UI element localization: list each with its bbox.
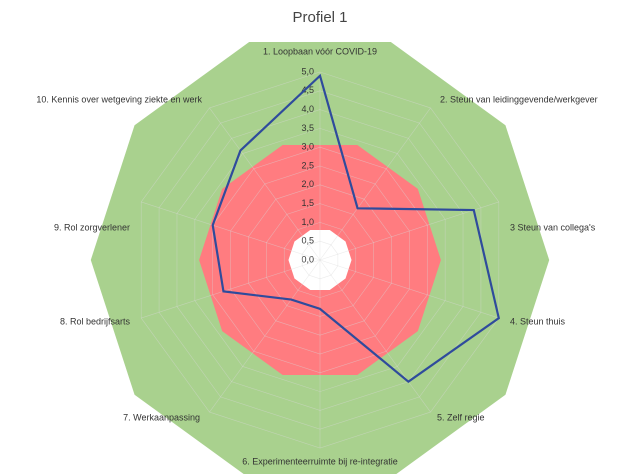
category-label: 2. Steun van leidinggevende/werkgever (440, 94, 598, 104)
y-tick-label: 3,5 (301, 123, 314, 133)
spoke (319, 201, 499, 261)
category-label: 5. Zelf regie (437, 412, 485, 422)
category-label: 4. Steun thuis (510, 316, 566, 326)
spoke (209, 259, 321, 413)
y-tick-label: 5,0 (301, 66, 314, 76)
y-tick-label: 4,5 (301, 85, 314, 95)
y-tick-label: 2,5 (301, 160, 314, 170)
category-label: 10. Kennis over wetgeving ziekte en werk (36, 94, 202, 104)
spoke (141, 201, 321, 261)
category-label: 1. Loopbaan vóór COVID-19 (263, 46, 377, 56)
y-tick-label: 1,0 (301, 217, 314, 227)
category-label: 7. Werkaanpassing (123, 412, 200, 422)
y-tick-label: 4,0 (301, 104, 314, 114)
series-line (211, 73, 501, 384)
chart-title: Profiel 1 (292, 9, 347, 26)
category-label: 8. Rol bedrijfsarts (60, 316, 131, 326)
spoke (209, 107, 321, 261)
y-tick-label: 1,5 (301, 198, 314, 208)
y-tick-label: 0,0 (301, 254, 314, 264)
y-tick-label: 2,0 (301, 179, 314, 189)
category-label: 3 Steun van collega's (510, 222, 596, 232)
spoke (141, 259, 321, 319)
spoke (319, 259, 499, 319)
category-label: 6. Experimenteerruimte bij re-integratie (242, 456, 398, 466)
spoke (319, 107, 431, 261)
spoke (319, 259, 431, 413)
y-tick-label: 0,5 (301, 236, 314, 246)
category-label: 9. Rol zorgverlener (54, 222, 130, 232)
y-tick-label: 3,0 (301, 142, 314, 152)
